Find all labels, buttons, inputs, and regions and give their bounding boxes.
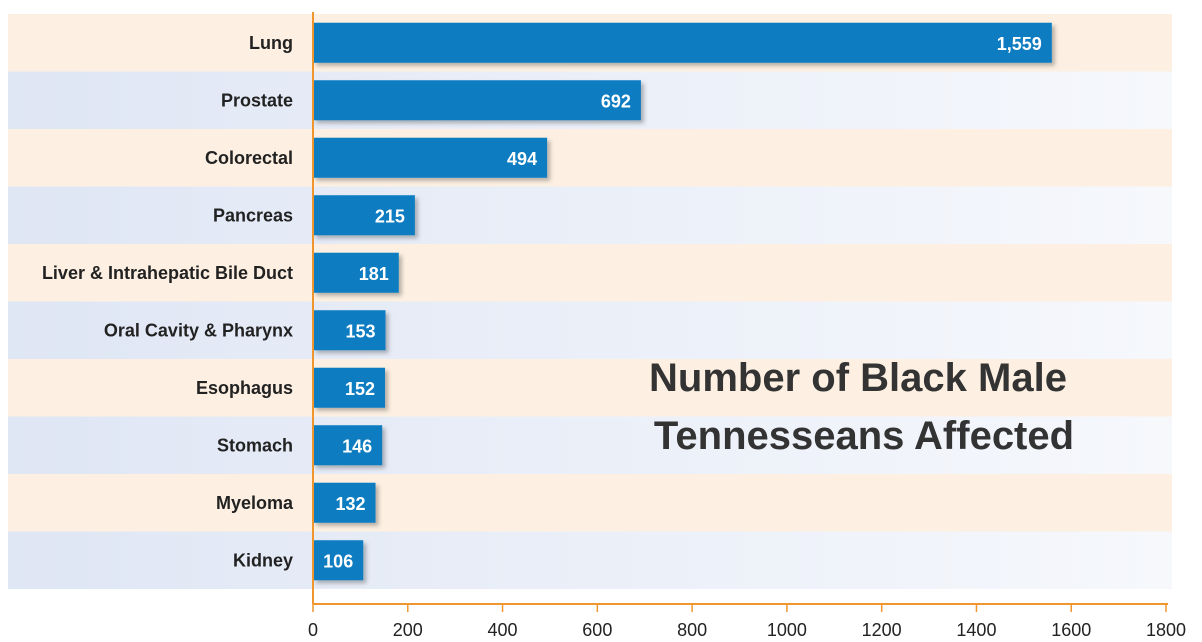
category-label: Stomach <box>217 435 293 455</box>
bar-2 <box>313 137 548 178</box>
category-label: Liver & Intrahepatic Bile Duct <box>42 263 293 283</box>
bar-5 <box>313 310 386 351</box>
bar-6 <box>313 367 386 408</box>
x-tick-label: 600 <box>582 620 612 640</box>
row-bands <box>8 14 1172 589</box>
x-axis: 0 200 400 600 800 1000 1200 1400 1600 1800 <box>308 12 1186 640</box>
value-label: 1,559 <box>997 34 1042 54</box>
bar-8 <box>313 482 376 523</box>
chart-title-line-1: Number of Black Male <box>649 356 1067 400</box>
value-labels: 1,559 692 494 215 181 153 152 146 132 106 <box>323 34 1042 572</box>
value-label: 106 <box>323 551 353 571</box>
category-label: Myeloma <box>216 493 294 513</box>
category-label: Pancreas <box>213 205 293 225</box>
value-label: 181 <box>359 264 389 284</box>
bar-4 <box>313 252 399 293</box>
row-band <box>8 186 1172 244</box>
value-label: 146 <box>342 436 372 456</box>
row-band <box>8 301 1172 359</box>
row-band <box>8 474 1172 532</box>
bars <box>313 22 1052 581</box>
value-label: 152 <box>345 379 375 399</box>
x-tick-label: 200 <box>393 620 423 640</box>
row-band <box>8 359 1172 417</box>
value-label: 494 <box>507 149 537 169</box>
category-label: Prostate <box>221 90 293 110</box>
value-label: 215 <box>375 206 405 226</box>
row-band <box>8 531 1172 589</box>
row-band <box>8 416 1172 474</box>
category-label: Colorectal <box>205 148 293 168</box>
value-label: 132 <box>336 494 366 514</box>
row-band <box>8 244 1172 302</box>
x-tick-label: 1600 <box>1051 620 1091 640</box>
value-label: 692 <box>601 91 631 111</box>
x-tick-label: 1000 <box>767 620 807 640</box>
value-label: 153 <box>345 321 375 341</box>
category-label: Lung <box>249 33 293 53</box>
chart-title-line-2: Tennesseans Affected <box>654 414 1074 458</box>
bar-7 <box>313 425 383 466</box>
category-label: Esophagus <box>196 378 293 398</box>
x-tick-label: 1200 <box>862 620 902 640</box>
category-label: Oral Cavity & Pharynx <box>104 320 293 340</box>
category-labels: Lung Prostate Colorectal Pancreas Liver & In… <box>42 33 294 571</box>
x-tick-label: 1400 <box>956 620 996 640</box>
x-tick-label: 800 <box>677 620 707 640</box>
category-label: Kidney <box>233 550 293 570</box>
bar-1 <box>313 80 641 121</box>
row-band <box>8 129 1172 187</box>
bar-0 <box>313 22 1052 63</box>
bar-3 <box>313 195 415 236</box>
x-tick-label: 1800 <box>1146 620 1186 640</box>
x-tick-label: 400 <box>488 620 518 640</box>
x-tick-label: 0 <box>308 620 318 640</box>
bar-9 <box>313 540 364 581</box>
